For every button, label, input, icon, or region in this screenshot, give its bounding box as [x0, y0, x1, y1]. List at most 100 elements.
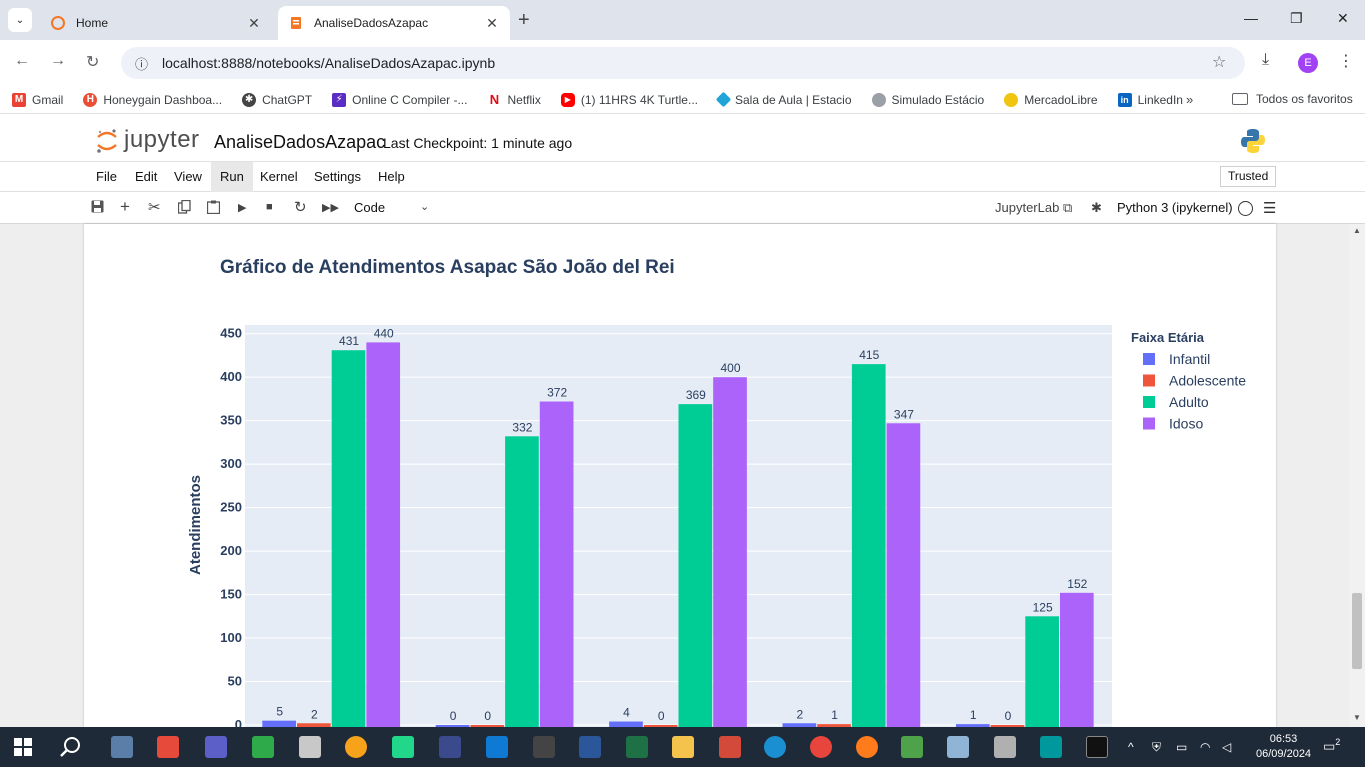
- debugger-icon[interactable]: ✱: [1091, 200, 1102, 215]
- chart-app-icon[interactable]: [901, 736, 923, 758]
- python-logo-icon: [1240, 128, 1266, 157]
- notes-icon[interactable]: [947, 736, 969, 758]
- tab-notebook[interactable]: AnaliseDadosAzapac ✕: [278, 6, 510, 40]
- paint-icon[interactable]: [719, 736, 741, 758]
- cell-type-select[interactable]: Code: [354, 200, 386, 215]
- volume-icon[interactable]: ◁: [1222, 740, 1232, 754]
- run-icon[interactable]: ▶: [238, 202, 247, 214]
- search-icon[interactable]: [60, 736, 82, 758]
- notebook-title[interactable]: AnaliseDadosAzapac: [214, 132, 386, 152]
- edge-icon[interactable]: [764, 736, 786, 758]
- menu-file[interactable]: File: [96, 169, 117, 184]
- menu-run[interactable]: Run: [211, 162, 253, 192]
- more-options-icon[interactable]: ⋮: [1338, 53, 1354, 70]
- copy-icon[interactable]: [177, 199, 191, 217]
- restore-icon[interactable]: ❐: [1290, 10, 1303, 26]
- app-grid-icon[interactable]: [533, 736, 555, 758]
- taskbar-clock[interactable]: 06:53 06/09/2024: [1256, 732, 1311, 762]
- chevron-up-icon[interactable]: ^: [1128, 740, 1134, 754]
- restart-icon[interactable]: ↻: [294, 199, 307, 216]
- anydesk-icon[interactable]: [157, 736, 179, 758]
- pycharm-icon[interactable]: [392, 736, 414, 758]
- close-icon[interactable]: ✕: [248, 14, 260, 31]
- bookmark-simulado[interactable]: Simulado Estácio: [871, 92, 984, 107]
- chevron-double-right-icon[interactable]: »: [1186, 92, 1194, 107]
- jupyter-logo[interactable]: jupyter: [96, 126, 200, 154]
- reload-icon[interactable]: ↻: [86, 54, 100, 71]
- clock-date: 06/09/2024: [1256, 748, 1312, 760]
- site-info-icon[interactable]: ⓘ: [135, 56, 149, 72]
- security-icon[interactable]: ⛨: [1152, 740, 1162, 754]
- scroll-thumb[interactable]: [1352, 593, 1362, 669]
- menu-help[interactable]: Help: [378, 169, 405, 184]
- kernel-name[interactable]: Python 3 (ipykernel): [1117, 200, 1233, 215]
- pycharm-ce-icon[interactable]: [345, 736, 367, 758]
- avatar[interactable]: E: [1298, 53, 1318, 73]
- y-tick-label: 250: [220, 500, 242, 515]
- menu-icon[interactable]: ☰: [1263, 200, 1277, 217]
- terminal-icon[interactable]: [1086, 736, 1108, 758]
- cut-icon[interactable]: ✂: [148, 199, 161, 216]
- paste-icon[interactable]: [206, 200, 221, 217]
- folder-icon: [1232, 93, 1248, 105]
- calculator-icon[interactable]: [111, 736, 133, 758]
- excel-icon[interactable]: [626, 736, 648, 758]
- bookmark-youtube[interactable]: ▶ (1) 11HRS 4K Turtle...: [560, 92, 698, 107]
- legend-swatch: [1143, 353, 1155, 365]
- fast-forward-icon[interactable]: ▶▶: [322, 202, 339, 214]
- notification-icon[interactable]: ▭2: [1323, 737, 1341, 754]
- bookmark-chatgpt[interactable]: ✱ ChatGPT: [242, 92, 312, 107]
- minimize-icon[interactable]: —: [1244, 10, 1258, 26]
- forward-icon[interactable]: →: [50, 52, 66, 69]
- teams-icon[interactable]: [205, 736, 227, 758]
- estacio-icon: [715, 91, 732, 108]
- menu-kernel[interactable]: Kernel: [260, 169, 298, 184]
- bookmark-compiler[interactable]: ⚡ Online C Compiler -...: [332, 92, 467, 107]
- bookmark-netflix[interactable]: N Netflix: [487, 92, 541, 107]
- firefox-icon[interactable]: [856, 736, 878, 758]
- bookmark-gmail[interactable]: M Gmail: [12, 92, 63, 107]
- bookmark-star-icon[interactable]: ☆: [1212, 54, 1227, 71]
- stop-icon[interactable]: ■: [266, 201, 273, 213]
- menu-view[interactable]: View: [174, 169, 202, 184]
- address-bar[interactable]: ⓘ localhost:8888/notebooks/AnaliseDadosA…: [121, 47, 1245, 79]
- download-icon[interactable]: ⤓: [1262, 51, 1270, 68]
- pen-app-icon[interactable]: [252, 736, 274, 758]
- bar: [990, 725, 1025, 727]
- menu-settings[interactable]: Settings: [314, 169, 361, 184]
- back-icon[interactable]: ←: [14, 52, 30, 69]
- tab-search-button[interactable]: ⌄: [8, 8, 32, 32]
- chevron-down-icon[interactable]: ⌄: [420, 201, 430, 213]
- bar: [262, 720, 297, 727]
- y-tick-label: 450: [220, 326, 242, 341]
- all-bookmarks-button[interactable]: Todos os favoritos: [1232, 92, 1353, 106]
- bookmark-honeygain[interactable]: H Honeygain Dashboa...: [83, 92, 222, 107]
- wifi-icon[interactable]: ◠: [1200, 740, 1211, 754]
- tab-home[interactable]: Home ✕: [40, 6, 272, 40]
- scrollbar[interactable]: ▲ ▼: [1349, 224, 1365, 727]
- media-icon[interactable]: [994, 736, 1016, 758]
- trusted-indicator[interactable]: Trusted: [1220, 166, 1277, 187]
- scroll-up-icon[interactable]: ▲: [1353, 226, 1361, 235]
- bookmark-mercadolibre[interactable]: MercadoLibre: [1004, 92, 1098, 107]
- window-close-icon[interactable]: ✕: [1337, 10, 1349, 26]
- arduino-icon[interactable]: [1040, 736, 1062, 758]
- jupyterlab-link[interactable]: JupyterLab ⧉: [995, 200, 1073, 215]
- file-explorer-icon[interactable]: [672, 736, 694, 758]
- chrome-icon[interactable]: [810, 736, 832, 758]
- bookmark-estacio[interactable]: Sala de Aula | Estacio: [715, 91, 852, 108]
- snipping-icon[interactable]: [299, 736, 321, 758]
- save-icon[interactable]: [91, 200, 104, 216]
- new-tab-button[interactable]: +: [518, 9, 530, 31]
- close-icon[interactable]: ✕: [486, 14, 498, 31]
- vscode-icon[interactable]: [486, 736, 508, 758]
- add-cell-icon[interactable]: +: [120, 197, 130, 216]
- battery-icon[interactable]: ▭: [1176, 740, 1188, 754]
- bookmark-linkedin[interactable]: in LinkedIn: [1117, 92, 1183, 107]
- windows-start-icon[interactable]: [14, 738, 36, 760]
- menu-edit[interactable]: Edit: [135, 169, 158, 184]
- bar-value-label: 2: [797, 707, 804, 721]
- scroll-down-icon[interactable]: ▼: [1353, 713, 1361, 722]
- word-icon[interactable]: [579, 736, 601, 758]
- dev-icon[interactable]: [439, 736, 461, 758]
